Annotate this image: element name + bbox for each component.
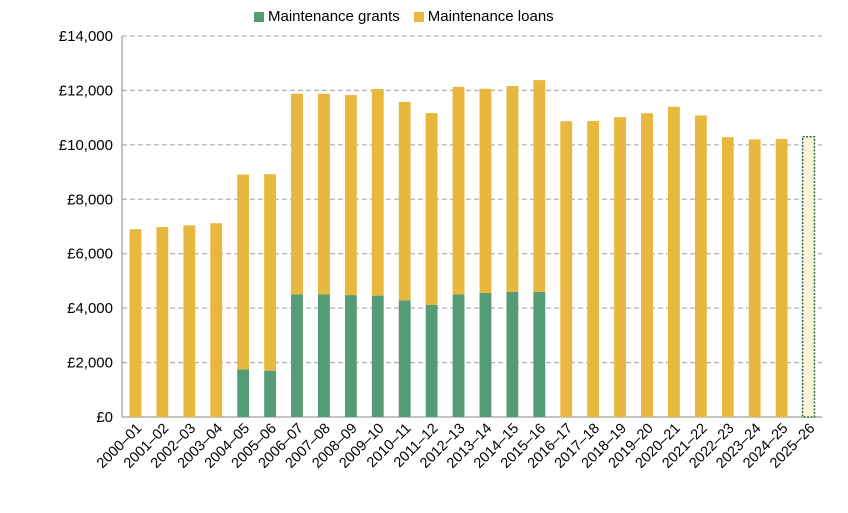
bar-grants-2007–08 bbox=[318, 294, 330, 417]
legend-swatch-loans bbox=[413, 11, 424, 22]
bar-grants-2005–06 bbox=[264, 370, 276, 417]
legend-swatch-grants bbox=[254, 11, 264, 22]
bar-grants-2004–05 bbox=[237, 369, 250, 417]
legend-label-loans: Maintenance loans bbox=[427, 8, 554, 25]
bar-grants-2012–13 bbox=[452, 294, 465, 417]
bars bbox=[129, 80, 816, 418]
bar-loans-2000–01 bbox=[129, 229, 142, 417]
bar-loans-2019–20 bbox=[641, 113, 653, 417]
x-axis: 2000–012001–022002–032003–042004–052005–… bbox=[94, 421, 818, 472]
y-tick-label: £0 bbox=[96, 409, 113, 426]
bar-loans-2021–22 bbox=[694, 115, 707, 418]
bar-grants-2011–12 bbox=[425, 304, 438, 417]
bar-loans-2008–09 bbox=[344, 95, 357, 296]
chart-legend: Maintenance grants Maintenance loans bbox=[254, 8, 554, 25]
bar-loans-2018–19 bbox=[614, 117, 626, 417]
bar-loans-2005–06 bbox=[264, 174, 276, 371]
bar-grants-2008–09 bbox=[344, 295, 357, 417]
bar-grants-2014–15 bbox=[506, 291, 519, 417]
bar-loans-2003–04 bbox=[210, 223, 223, 417]
bar-loans-2012–13 bbox=[452, 86, 465, 295]
y-tick-label: £14,000 bbox=[59, 28, 113, 45]
bar-loans-2007–08 bbox=[318, 93, 330, 295]
bar-loans-2011–12 bbox=[425, 113, 438, 305]
bar-loans-2014–15 bbox=[506, 86, 519, 292]
legend-item-grants: Maintenance grants bbox=[254, 8, 400, 25]
bar-grants-2006–07 bbox=[291, 294, 303, 417]
bar-loans-2006–07 bbox=[291, 93, 303, 295]
bar-loans-2009–10 bbox=[371, 89, 384, 296]
bar-loans-2024–25 bbox=[775, 138, 788, 417]
bar-loans-2004–05 bbox=[237, 174, 250, 370]
bar-loans-2010–11 bbox=[398, 101, 411, 301]
y-tick-label: £12,000 bbox=[59, 82, 113, 99]
y-tick-label: £6,000 bbox=[67, 246, 113, 263]
bar-grants-2009–10 bbox=[371, 295, 384, 417]
bar-loans-2013–14 bbox=[479, 88, 492, 293]
bar-loans-2002–03 bbox=[183, 225, 196, 417]
bar-grants-2010–11 bbox=[398, 300, 411, 417]
bar-loans-2001–02 bbox=[156, 227, 169, 417]
bar-loans-2017–18 bbox=[587, 120, 600, 417]
bar-loans-2025–26 bbox=[801, 135, 816, 418]
bar-grants-2015–16 bbox=[533, 291, 546, 417]
bar-loans-2016–17 bbox=[560, 121, 573, 417]
bar-loans-2023–24 bbox=[748, 139, 761, 417]
y-tick-label: £4,000 bbox=[67, 300, 113, 317]
y-tick-label: £8,000 bbox=[67, 191, 113, 208]
y-tick-label: £2,000 bbox=[67, 355, 113, 372]
y-tick-label: £10,000 bbox=[59, 137, 113, 154]
bar-grants-2013–14 bbox=[479, 292, 492, 417]
y-axis: £0 £2,000 £4,000 £6,000 £8,000 £10,000 £12,000… bbox=[59, 28, 822, 426]
legend-item-loans: Maintenance loans bbox=[413, 8, 554, 25]
bar-loans-2022–23 bbox=[721, 137, 734, 418]
bar-loans-2020–21 bbox=[668, 106, 680, 417]
gridlines bbox=[122, 35, 822, 364]
legend-label-grants: Maintenance grants bbox=[268, 8, 400, 25]
bar-loans-2015–16 bbox=[533, 80, 546, 292]
